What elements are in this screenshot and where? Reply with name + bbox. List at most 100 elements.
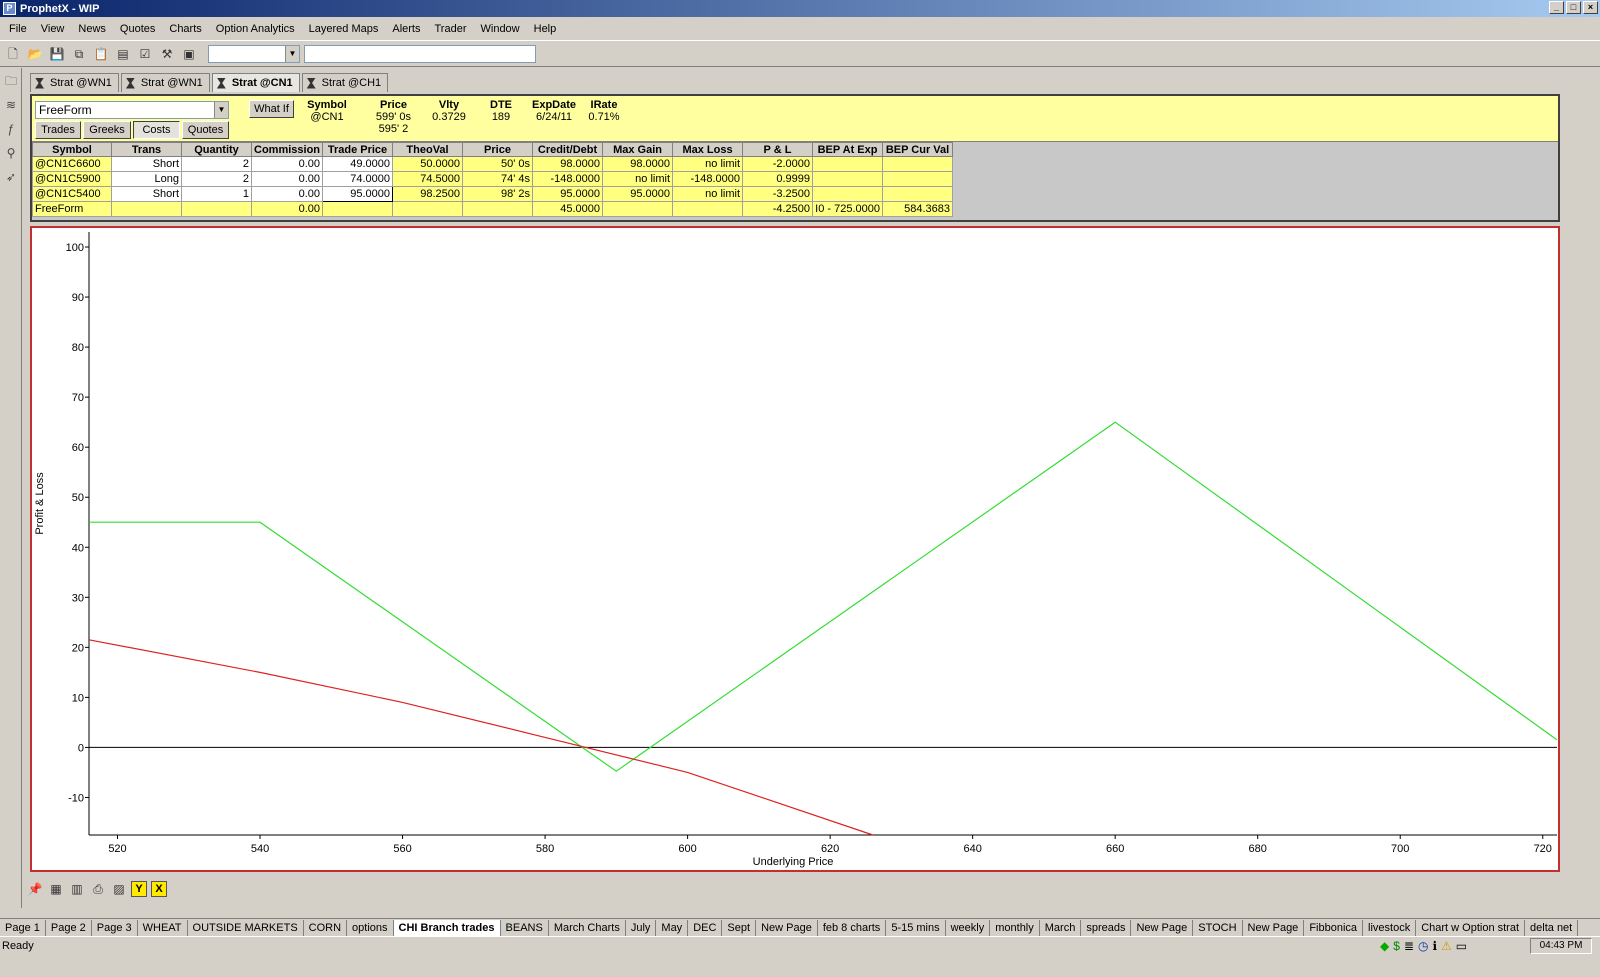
table-row[interactable]: @CN1C6600 Short 2 0.00 49.0000 50.0000 5… — [32, 156, 954, 172]
diamond-icon[interactable]: ◆ — [1380, 939, 1390, 953]
page-tab[interactable]: feb 8 charts — [818, 920, 887, 936]
page-tab[interactable]: New Page — [1131, 920, 1194, 936]
tab-strat-ch1[interactable]: Strat @CH1 — [301, 73, 389, 92]
page-tab[interactable]: 5-15 mins — [886, 920, 946, 936]
cell-symbol[interactable]: @CN1C6600 — [32, 156, 112, 172]
menu-layered-maps[interactable]: Layered Maps — [308, 23, 379, 35]
col-pnl[interactable]: P & L — [742, 142, 814, 157]
menu-option-analytics[interactable]: Option Analytics — [215, 23, 295, 35]
table-row[interactable]: @CN1C5900 Long 2 0.00 74.0000 74.5000 74… — [32, 171, 954, 187]
col-credit-debt[interactable]: Credit/Debt — [532, 142, 604, 157]
save-icon[interactable]: 💾 — [49, 46, 65, 61]
cell-quantity[interactable]: 2 — [181, 171, 252, 187]
folder-icon[interactable]: 🗀 — [4, 74, 17, 88]
page-tab[interactable]: OUTSIDE MARKETS — [188, 920, 304, 936]
page-tab[interactable]: March Charts — [549, 920, 626, 936]
paste-icon[interactable]: 📋 — [93, 46, 109, 61]
col-trans[interactable]: Trans — [111, 142, 182, 157]
menu-alerts[interactable]: Alerts — [392, 23, 421, 35]
page-tab[interactable]: March — [1040, 920, 1082, 936]
info-icon[interactable]: ℹ — [1432, 939, 1438, 953]
pointer-icon[interactable]: ➶ — [5, 170, 17, 184]
menu-file[interactable]: File — [9, 23, 27, 35]
cell-trans[interactable]: Short — [111, 156, 182, 172]
page-tab[interactable]: spreads — [1081, 920, 1132, 936]
open-folder-icon[interactable]: 📂 — [27, 46, 43, 61]
warning-icon[interactable]: ⚠ — [1441, 939, 1452, 953]
costs-view-button[interactable]: Costs — [133, 121, 180, 139]
page-tab[interactable]: STOCH — [1193, 920, 1243, 936]
monitor-icon[interactable]: ▭ — [1455, 939, 1468, 953]
table-icon[interactable]: ▥ — [71, 882, 83, 896]
page-tab[interactable]: delta net — [1525, 920, 1579, 936]
new-file-icon[interactable]: 🗋 — [8, 46, 18, 61]
cell-trade-price[interactable]: 95.0000 — [322, 186, 394, 202]
layout-icon[interactable]: ▣ — [183, 46, 195, 61]
menu-help[interactable]: Help — [533, 23, 557, 35]
copy-icon[interactable]: ⧉ — [74, 46, 84, 61]
page-tab[interactable]: July — [626, 920, 657, 936]
filter-icon[interactable]: ⚲ — [6, 146, 16, 160]
cell-quantity[interactable]: 1 — [181, 186, 252, 202]
checklist-icon[interactable]: ☑ — [139, 46, 151, 61]
tab-strat-wn1-a[interactable]: Strat @WN1 — [30, 73, 119, 92]
clock-icon[interactable]: ◷ — [1417, 939, 1429, 953]
page-tab[interactable]: May — [656, 920, 689, 936]
tab-strat-cn1[interactable]: Strat @CN1 — [211, 73, 300, 92]
stack-icon[interactable]: ≣ — [1403, 939, 1414, 953]
grid-icon[interactable]: ▦ — [50, 882, 62, 896]
page-tab[interactable]: WHEAT — [138, 920, 188, 936]
what-if-button[interactable]: What If — [249, 100, 294, 118]
col-max-gain[interactable]: Max Gain — [602, 142, 674, 157]
tools-icon[interactable]: ⚒ — [161, 46, 173, 61]
page-tab[interactable]: livestock — [1363, 920, 1417, 936]
col-max-loss[interactable]: Max Loss — [672, 142, 744, 157]
cell-commission[interactable]: 0.00 — [250, 171, 324, 187]
menu-news[interactable]: News — [78, 23, 106, 35]
page-tab[interactable]: Sept — [722, 920, 757, 936]
greeks-view-button[interactable]: Greeks — [83, 121, 131, 139]
maximize-button[interactable]: □ — [1566, 1, 1581, 14]
cell-commission[interactable]: 0.00 — [250, 186, 324, 202]
table-row[interactable]: @CN1C5400 Short 1 0.00 95.0000 98.2500 9… — [32, 186, 954, 202]
minimize-button[interactable]: _ — [1549, 1, 1564, 14]
pin-icon[interactable]: 📌 — [27, 882, 43, 896]
page-tab[interactable]: BEANS — [501, 920, 549, 936]
menu-trader[interactable]: Trader — [434, 23, 467, 35]
menu-window[interactable]: Window — [480, 23, 520, 35]
layers-icon[interactable]: ≋ — [5, 98, 17, 112]
page-tab[interactable]: Chart w Option strat — [1416, 920, 1526, 936]
col-price[interactable]: Price — [462, 142, 534, 157]
cell-trans[interactable]: Short — [111, 186, 182, 202]
x-axis-icon[interactable]: X — [151, 881, 167, 897]
page-tab[interactable]: DEC — [688, 920, 723, 936]
study-icon[interactable]: ▨ — [113, 882, 125, 896]
close-button[interactable]: × — [1583, 1, 1598, 14]
quotes-view-button[interactable]: Quotes — [182, 121, 229, 139]
menu-view[interactable]: View — [40, 23, 65, 35]
col-symbol[interactable]: Symbol — [32, 142, 112, 157]
col-bep-at-exp[interactable]: BEP At Exp — [812, 142, 884, 157]
page-tab[interactable]: monthly — [990, 920, 1040, 936]
cell-symbol[interactable]: @CN1C5400 — [32, 186, 112, 202]
strategy-type-select[interactable]: FreeForm ▼ — [35, 101, 229, 119]
col-trade-price[interactable]: Trade Price — [322, 142, 394, 157]
toolbar-dropdown[interactable]: ▼ — [208, 44, 300, 63]
pnl-chart[interactable]: -10 0 10 20 30 40 50 60 70 80 90 100 520 540 560 580 600… — [30, 226, 1560, 872]
cell-commission[interactable]: 0.00 — [250, 156, 324, 172]
col-commission[interactable]: Commission — [250, 142, 324, 157]
y-axis-icon[interactable]: Y — [131, 881, 147, 897]
dollar-icon[interactable]: $ — [1393, 939, 1400, 953]
cell-symbol[interactable]: @CN1C5900 — [32, 171, 112, 187]
trades-view-button[interactable]: Trades — [35, 121, 81, 139]
col-theoval[interactable]: TheoVal — [392, 142, 464, 157]
window-icon[interactable]: ▤ — [117, 46, 129, 61]
page-tab[interactable]: New Page — [1243, 920, 1305, 936]
menu-charts[interactable]: Charts — [169, 23, 202, 35]
symbol-input[interactable] — [304, 44, 536, 63]
page-tab[interactable]: CORN — [304, 920, 348, 936]
cell-trans[interactable]: Long — [111, 171, 182, 187]
menu-quotes[interactable]: Quotes — [119, 23, 156, 35]
page-tab[interactable]: Page 1 — [0, 920, 46, 936]
col-bep-cur-val[interactable]: BEP Cur Val — [882, 142, 954, 157]
